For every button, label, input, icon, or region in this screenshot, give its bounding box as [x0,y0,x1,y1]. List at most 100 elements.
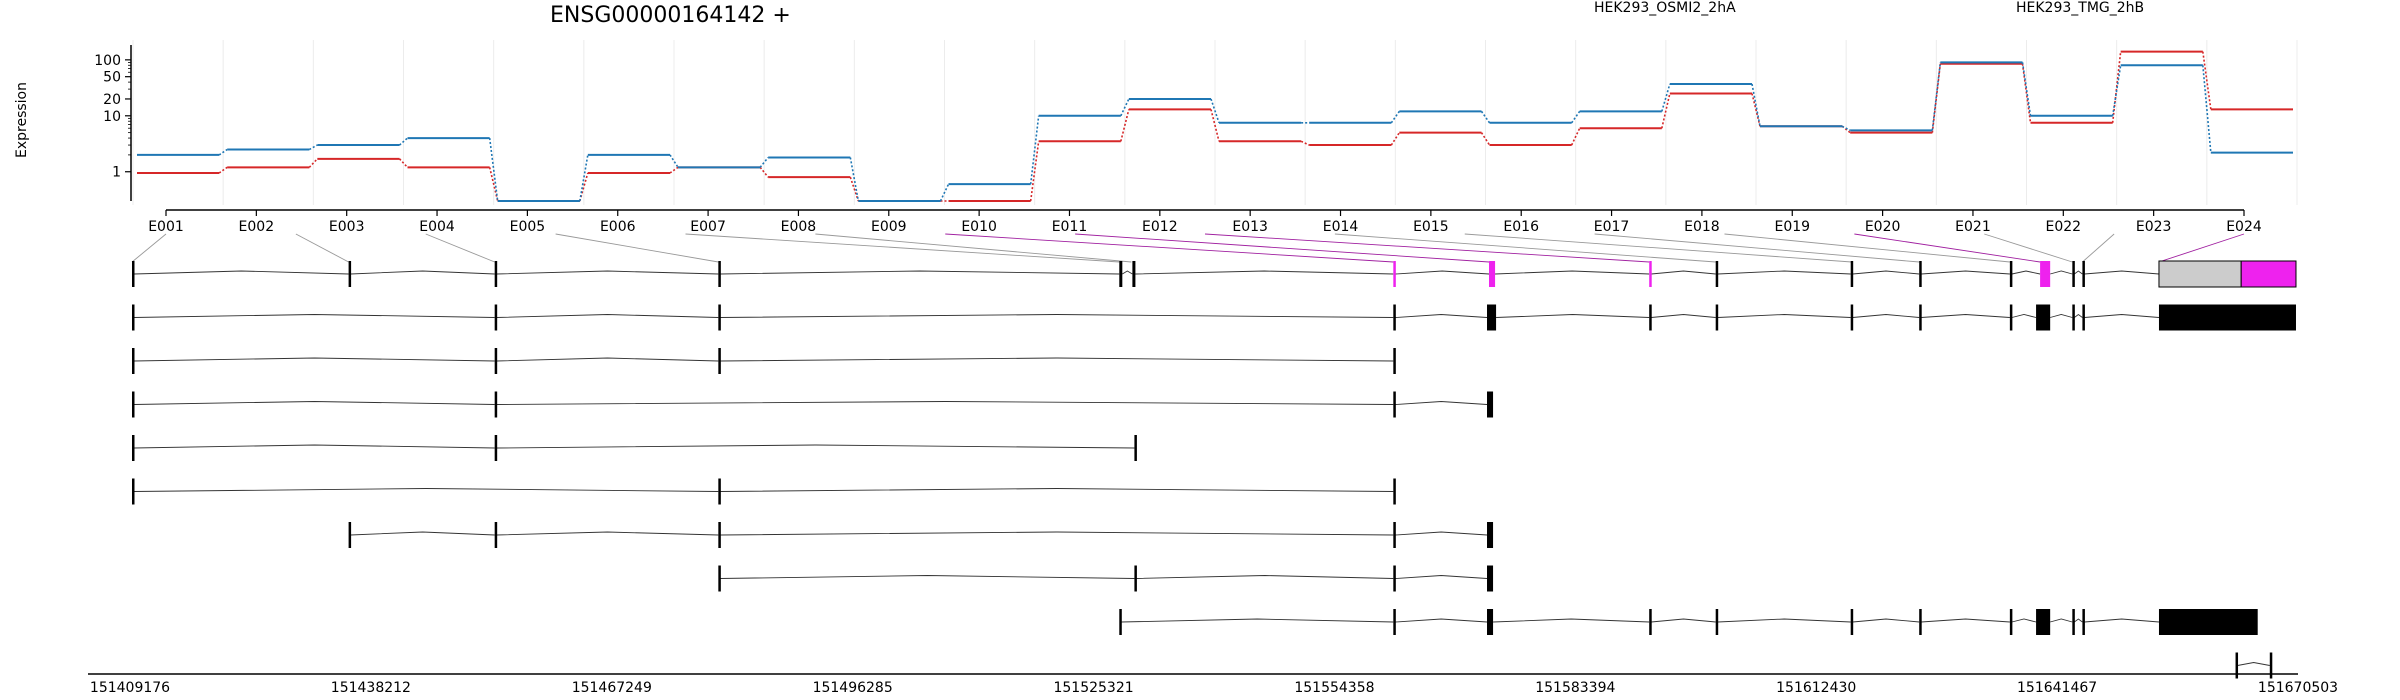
exon-block [132,304,135,331]
series-connector [669,154,679,168]
y-tick-label: 50 [103,70,121,86]
transcript-7 [348,522,1494,548]
transcript-6 [132,478,1396,505]
transcript-5 [132,435,1137,461]
exon-block [2009,609,2013,635]
x-tick-label: E019 [1774,219,1810,235]
intron-line [1121,618,1394,623]
genomic-tick-label: 151670503 [2258,680,2338,696]
series-connector [1300,140,1310,146]
legend-series-2: HEK293_TMG_2hB [2016,0,2144,16]
series-connector [2021,63,2032,123]
transcript-4 [132,391,1494,418]
intron-line [720,531,1394,536]
intron-line [1717,618,1851,623]
exon-block [718,522,721,548]
bin-mapping-line [1724,233,2010,263]
exon-block [2036,304,2051,331]
bin-mapping-line [945,233,1394,263]
intron-line [720,575,1135,579]
intron-line [720,314,1394,318]
exon-block [1850,609,1854,635]
intron-line [1496,314,1650,318]
exon-block [2036,609,2051,635]
exon-block [132,261,135,287]
exon-block [1489,261,1496,287]
exon-block [1393,261,1396,287]
series-connector [308,158,318,168]
intron-line [350,270,495,275]
intron-line [2011,618,2037,623]
x-tick-label: E013 [1232,219,1268,235]
genomic-coordinate-axis: 151409176 151438212 151467249 151496285 1515… [88,673,2338,696]
intron-line [1651,270,1716,275]
genomic-tick-label: 151467249 [572,680,652,696]
exon-block [2009,304,2013,331]
x-tick-label: E018 [1684,219,1720,235]
series-connector [1931,62,1942,131]
bin-mapping-line [425,233,495,263]
x-tick-label: E020 [1865,219,1901,235]
intron-line [1493,618,1650,623]
bin-mapping-line [1854,233,2041,263]
bin-mapping-line [815,233,1132,263]
bin-mapping-line [295,233,349,263]
x-tick-label: E010 [961,219,997,235]
series-connector [1480,132,1491,146]
exon-block [1393,609,1396,635]
intron-line [1395,618,1488,623]
intron-line [496,444,1135,449]
exon-block [2269,652,2273,679]
x-tick-label: E017 [1594,219,1630,235]
exon-block [1393,391,1396,418]
series-2 [137,61,2293,202]
x-tick-label: E009 [871,219,907,235]
intron-line [1395,314,1488,318]
genomic-tick-label: 151496285 [813,680,893,696]
exon-block [2009,261,2013,287]
intron-line [2074,270,2083,275]
bin-mapping-line [1075,233,1490,263]
exon-block [494,522,498,548]
exon-block [2158,304,2296,331]
exon-block [1487,565,1494,592]
x-tick-label: E016 [1503,219,1539,235]
series-connector [1390,132,1401,146]
intron-line [134,401,495,405]
exon-block [132,391,135,418]
x-tick-label: E003 [329,219,365,235]
bin-mapping-line [1334,233,1716,263]
exon-block [2072,261,2075,287]
series-connector [1210,98,1220,124]
y-tick-label: 10 [103,109,121,125]
intron-line [2084,314,2160,318]
intron-line [496,357,719,362]
x-tick-label: E011 [1052,219,1088,235]
series-connector [398,158,409,168]
intron-line [1852,314,1920,318]
intron-line [1135,270,1394,275]
intron-line [1717,314,1851,318]
intron-line [1651,314,1716,318]
intron-line [350,531,495,536]
exon-block [1649,609,1652,635]
x-tick-label: E002 [239,219,275,235]
intron-line [2050,618,2073,623]
exon-block [494,348,498,374]
exon-block [132,478,135,505]
series-connector [1029,115,1040,185]
exon-block [494,261,498,287]
intron-line [1717,270,1851,275]
exon-block [1487,609,1494,635]
series-connector [2111,65,2122,116]
intron-line [1852,270,1920,275]
genomic-tick-label: 151583394 [1535,680,1615,696]
exon-block [1919,261,1922,287]
series-connector [669,166,679,174]
genomic-tick-label: 151525321 [1053,680,1133,696]
intron-line [1921,618,2010,623]
exon-block [1134,565,1137,592]
x-tick-label: E008 [781,219,817,235]
